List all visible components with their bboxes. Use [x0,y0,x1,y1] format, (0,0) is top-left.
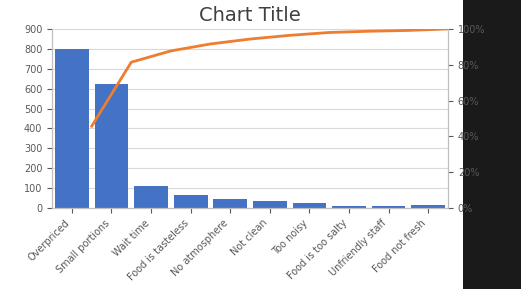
Bar [95,84,128,208]
Bar [134,186,168,208]
Title: Chart Title: Chart Title [199,5,301,25]
Bar [372,206,405,208]
Bar [293,203,326,208]
Bar [174,194,207,208]
Bar [253,201,287,208]
Bar [332,206,366,208]
Bar [214,199,247,208]
Bar [55,49,89,208]
Bar [412,205,445,208]
